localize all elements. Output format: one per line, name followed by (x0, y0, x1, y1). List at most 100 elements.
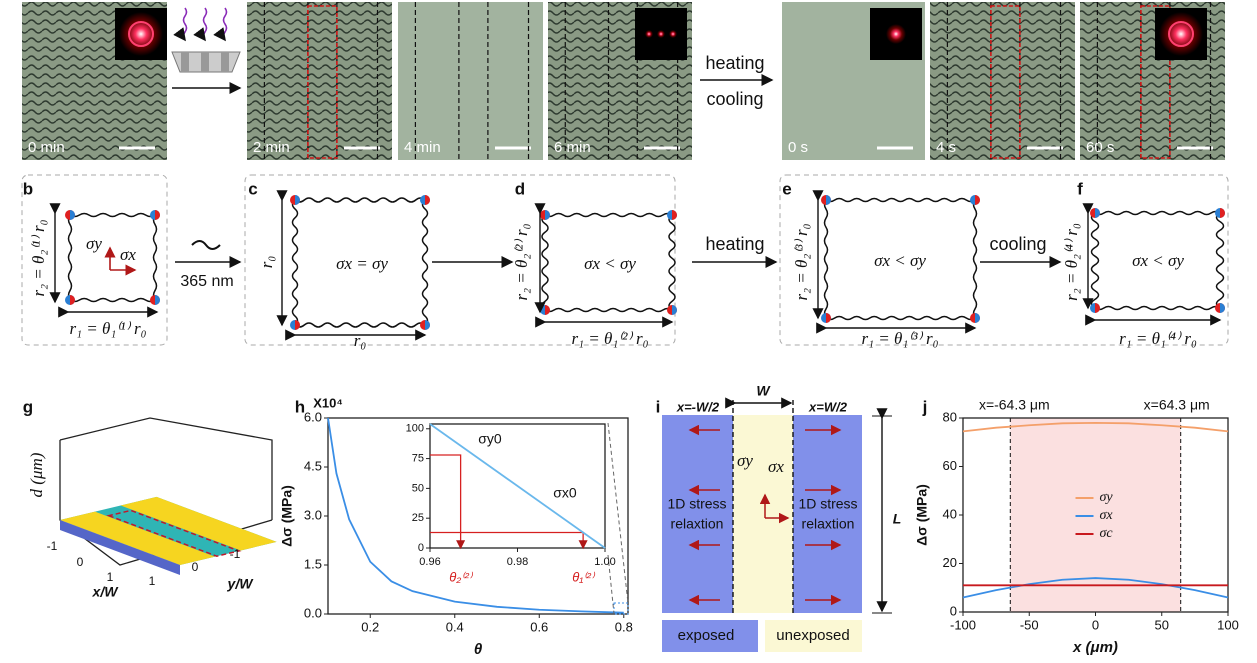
plot-frame (327, 417, 629, 615)
label: 1 (107, 570, 114, 584)
label: x=-64.3 μm (979, 397, 1050, 413)
line-series (429, 423, 606, 549)
chain (541, 214, 549, 311)
label: σx < σy (584, 254, 636, 273)
panel-frame (779, 174, 1229, 346)
legend-entry: σc (1100, 526, 1114, 541)
label: r₁ = θ₁⁽¹⁾ r₀ (70, 319, 147, 338)
crosslink-half (826, 313, 831, 323)
panel-frame (21, 174, 168, 346)
y-tick-label: 20 (943, 555, 957, 570)
chain (1215, 212, 1225, 309)
crosslink-half (425, 320, 430, 330)
panel-label: b (23, 179, 33, 198)
crosslink-half (826, 195, 831, 205)
crosslink-half (1095, 208, 1100, 218)
panel-label: i (656, 397, 661, 416)
label: cooling (706, 89, 763, 109)
label: relaxtion (802, 516, 855, 532)
x-tick-label: -50 (1020, 617, 1039, 632)
crosslink-half (975, 195, 980, 205)
panel-label: c (248, 179, 257, 198)
panel-label: f (1077, 179, 1083, 198)
label: 1 (149, 574, 156, 588)
label: r₁ = θ₁⁽²⁾ r₀ (572, 329, 649, 348)
zoom-line (607, 554, 615, 615)
micrograph-tint (398, 2, 543, 160)
y-multiplier: X10⁴ (313, 395, 343, 410)
label: x=-W/2 (676, 399, 720, 414)
box (59, 417, 273, 520)
crosslink-half (70, 210, 75, 220)
highlight (990, 5, 1021, 159)
chain (421, 199, 429, 326)
molecule (191, 240, 221, 250)
label: σx (120, 245, 136, 264)
uv-ray (213, 7, 228, 42)
crosslink-half (545, 210, 550, 220)
label: r₁ = θ₁⁽⁴⁾ r₀ (1119, 329, 1197, 348)
x-tick-label: 0.8 (615, 619, 633, 634)
shaded-region (1010, 418, 1181, 612)
micrograph (930, 2, 1075, 160)
label: 0 (192, 560, 199, 574)
crosslink-half (672, 210, 677, 220)
legend-entry: σy (1100, 490, 1114, 505)
y-axis-label: Δσ (MPa) (279, 485, 295, 547)
label: σy (737, 451, 753, 470)
line-series (327, 417, 624, 614)
ring (1168, 21, 1194, 47)
chain (291, 199, 299, 326)
label: heating (705, 234, 764, 254)
highlight (1140, 5, 1171, 159)
label: -1 (47, 539, 58, 553)
chain (544, 212, 673, 218)
y-axis-label: Δσ (MPa) (914, 484, 930, 546)
unexposed-region (733, 415, 793, 613)
label: σx (768, 457, 784, 476)
exposed-region (793, 415, 862, 613)
panel-label: j (922, 397, 928, 416)
label: σx < σy (1132, 251, 1184, 270)
panel-label: g (23, 397, 33, 416)
label: 0 s (788, 139, 808, 156)
crosslink-half (425, 195, 430, 205)
uv-ray (193, 7, 208, 42)
line-series (962, 421, 1229, 433)
uv-ray (173, 7, 188, 42)
diffraction-spot (669, 30, 677, 38)
highlight (307, 5, 338, 159)
label: -1 (230, 547, 241, 561)
y-tick-label: 40 (943, 506, 957, 521)
label: d (μm) (27, 452, 46, 497)
label: r₁ = θ₁⁽³⁾ r₀ (862, 329, 939, 348)
label: x=W/2 (808, 399, 848, 414)
x-tick-label: 0.6 (530, 619, 548, 634)
crosslink-half (1095, 303, 1100, 313)
stripe-region (60, 511, 215, 565)
x-tick-label: 0.98 (507, 556, 528, 568)
y-tick-label: 25 (412, 512, 424, 524)
micrograph (247, 2, 392, 160)
x-tick-label: 0.96 (419, 556, 440, 568)
y-tick-label: 0.0 (304, 605, 322, 620)
label: 1D stress (667, 496, 726, 512)
label: x/W (92, 584, 120, 600)
x-tick-label: -100 (950, 617, 976, 632)
crosslink-half (70, 295, 75, 305)
label: r₂ = θ₂⁽¹⁾ r₀ (29, 219, 48, 296)
mask-stripe (201, 52, 209, 72)
chain (69, 212, 156, 218)
label: r₀ (354, 331, 367, 350)
label: 0 (77, 555, 84, 569)
chain (67, 214, 73, 301)
zoom-line (607, 422, 629, 604)
label: 2 min (253, 139, 290, 156)
crosslink-half (155, 295, 160, 305)
diffraction-spot (886, 24, 906, 44)
label: σx < σy (874, 251, 926, 270)
y-tick-label: 0 (950, 603, 957, 618)
diffraction-spot (1159, 12, 1203, 56)
x-tick-label: 50 (1155, 617, 1169, 632)
